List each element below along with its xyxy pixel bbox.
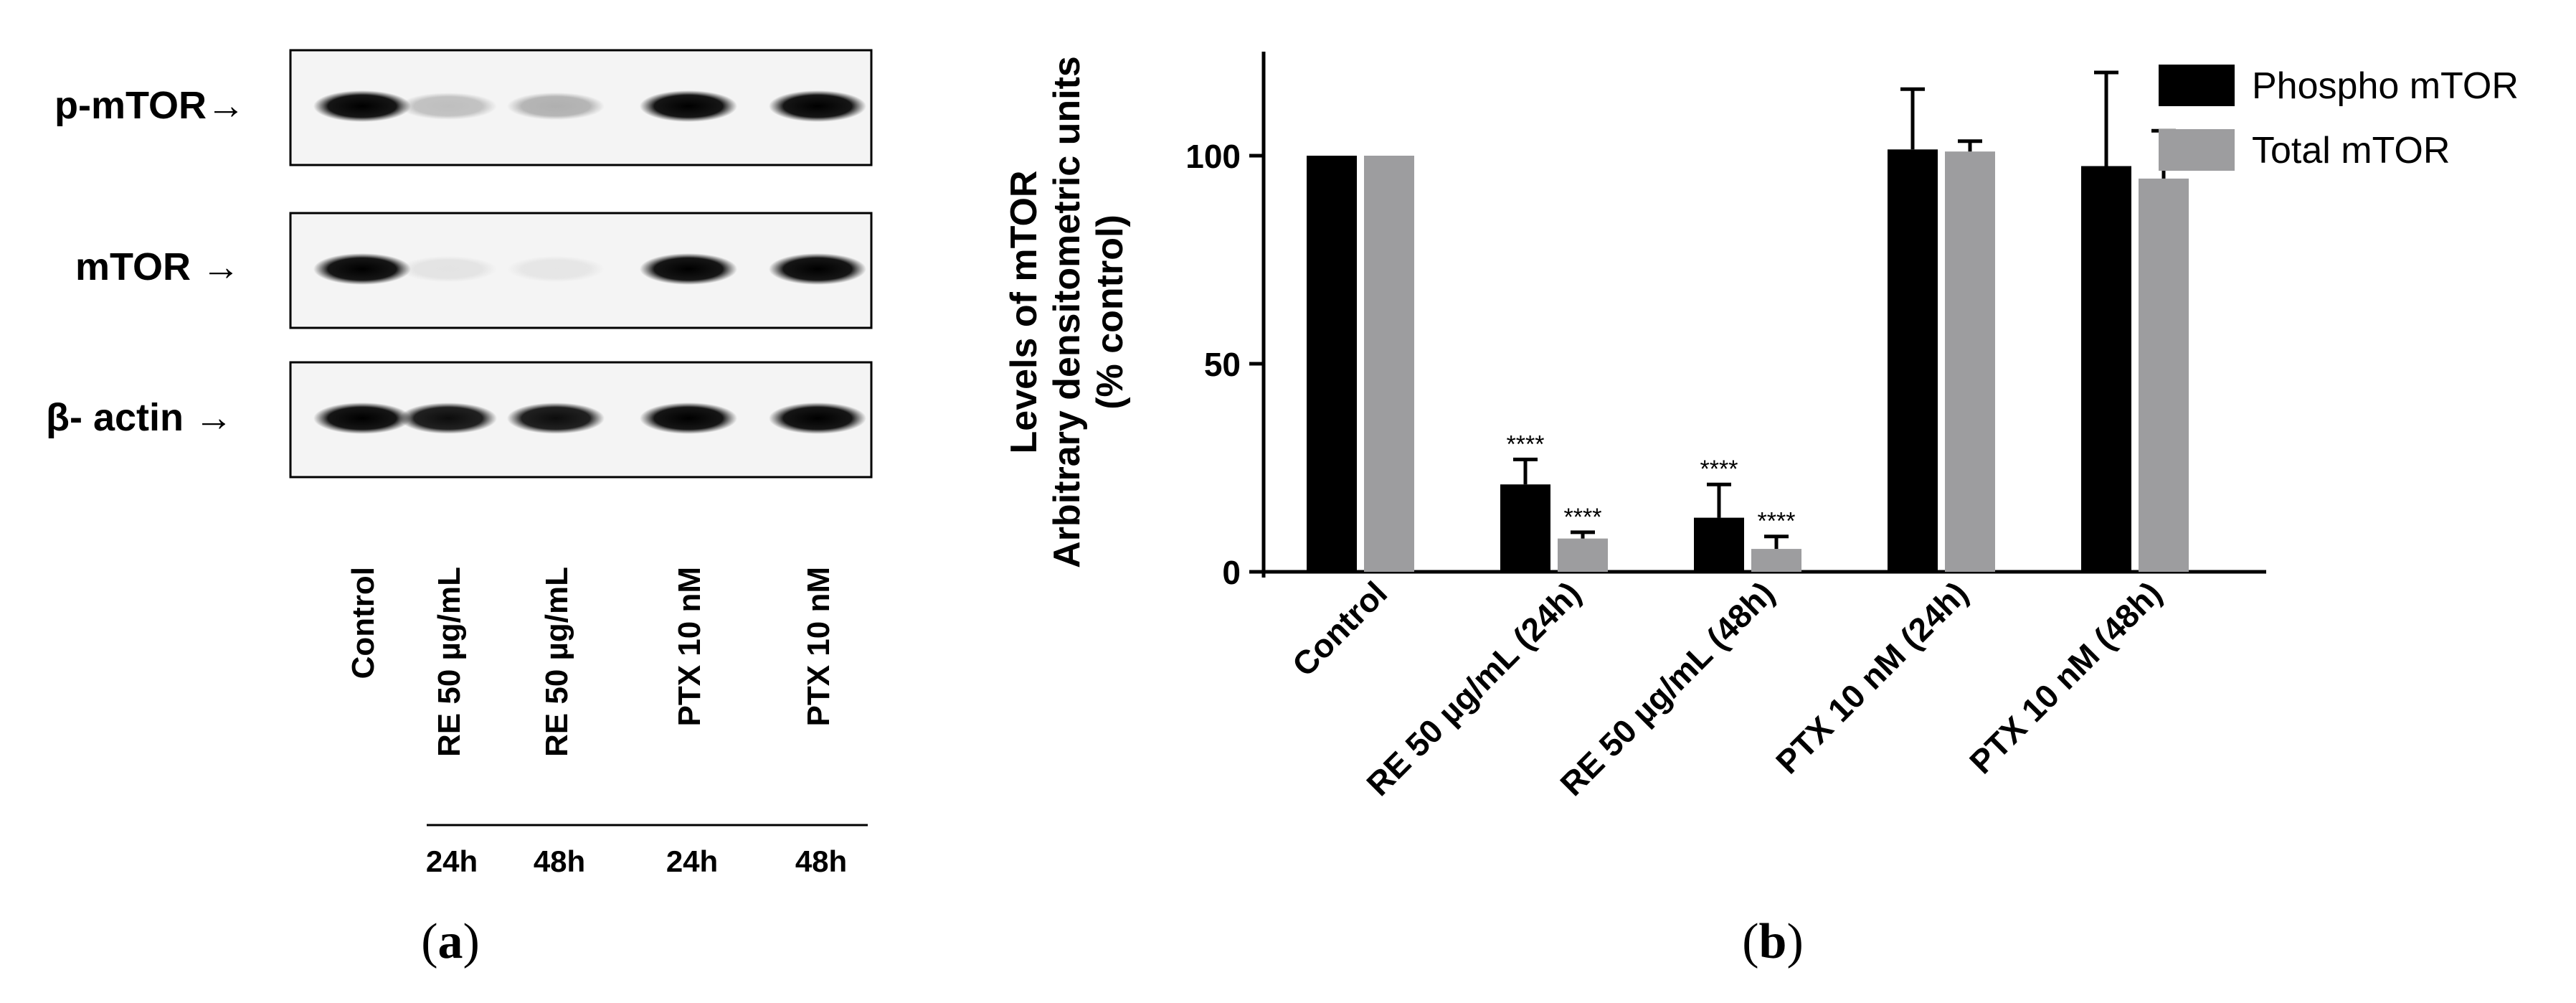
y-axis-title-line: Levels of mTOR	[1003, 171, 1045, 454]
panel-a-caption: (a)	[421, 914, 480, 969]
blot-band	[769, 402, 866, 434]
blot-row-label: β- actin →	[46, 396, 233, 439]
blot-band	[313, 90, 411, 122]
error-bar	[1764, 535, 1789, 550]
bar	[1694, 517, 1744, 572]
error-bar	[1958, 139, 1982, 152]
error-bars	[1513, 70, 2176, 550]
y-axis: 0 50 100	[1185, 52, 1266, 591]
significance-label: ****	[1507, 430, 1545, 458]
bar	[2139, 178, 2189, 572]
panel-b-caption: (b)	[1742, 914, 1804, 969]
blot-band	[399, 93, 497, 120]
blot-lane-label: Control	[346, 567, 381, 679]
blot-row-labels: p-mTOR→ mTOR → β- actin →	[46, 84, 245, 439]
error-bar	[1513, 457, 1538, 485]
blot-band	[640, 402, 737, 434]
bars	[1307, 149, 2189, 573]
y-axis-title-line: (% control)	[1089, 215, 1131, 410]
blot-time-label: 24h	[426, 844, 478, 878]
legend-label: Phospho mTOR	[2252, 65, 2519, 107]
significance-labels: **** **** **** ****	[1507, 430, 1796, 535]
blot-time-label: 48h	[795, 844, 847, 878]
blot-strip	[289, 49, 873, 166]
significance-label: ****	[1700, 456, 1738, 483]
y-tick-label: 100	[1185, 138, 1241, 175]
x-tick-label: RE 50 µg/mL (24h)	[1359, 574, 1588, 803]
y-tick-label: 50	[1204, 346, 1241, 383]
bar	[1751, 549, 1801, 572]
error-bar	[1900, 87, 1925, 150]
y-tick-label: 0	[1222, 554, 1241, 591]
bar	[1364, 156, 1414, 572]
legend-item: Phospho mTOR	[2159, 65, 2519, 107]
significance-label: ****	[1758, 508, 1796, 535]
blot-lane-label: PTX 10 nM	[672, 567, 707, 727]
blot-band	[507, 92, 605, 121]
bar	[2081, 166, 2131, 572]
blot-strips	[289, 49, 873, 479]
legend-item: Total mTOR	[2159, 129, 2450, 171]
blot-row-label: mTOR →	[75, 245, 240, 288]
bar	[1307, 156, 1357, 572]
blot-time-labels: 24h 48h 24h 48h	[426, 844, 847, 878]
blot-lane-labels: Control RE 50 µg/mL RE 50 µg/mL PTX 10 nM PT…	[346, 567, 836, 757]
chart-panel: Levels of mTOR Arbitrary densitometric un…	[1003, 52, 2519, 969]
x-tick-label: RE 50 µg/mL (48h)	[1553, 574, 1781, 803]
legend-label: Total mTOR	[2252, 130, 2450, 171]
bar	[1888, 149, 1938, 573]
error-bar	[1571, 530, 1595, 539]
blot-time-label: 48h	[534, 844, 585, 878]
blot-band	[507, 402, 605, 434]
error-bar	[1707, 482, 1731, 518]
blot-band	[640, 253, 737, 285]
legend-swatch	[2159, 129, 2235, 171]
blot-band	[399, 255, 497, 283]
y-axis-title: Levels of mTOR Arbitrary densitometric un…	[1003, 56, 1131, 568]
blot-lane-label: PTX 10 nM	[801, 567, 836, 727]
y-axis-title-line: Arbitrary densitometric units	[1046, 56, 1088, 568]
bar	[1500, 484, 1550, 572]
blot-band	[507, 255, 605, 283]
significance-label: ****	[1564, 504, 1602, 531]
blot-strip	[289, 361, 873, 479]
blot-row-label: p-mTOR→	[55, 84, 245, 127]
x-tick-label: PTX 10 nM (48h)	[1962, 574, 2169, 781]
blot-lane-label: RE 50 µg/mL	[432, 567, 467, 757]
blot-lane-label: RE 50 µg/mL	[539, 567, 574, 757]
legend: Phospho mTOR Total mTOR	[2159, 65, 2519, 171]
blot-band	[769, 253, 866, 285]
bar	[1558, 538, 1608, 572]
blot-band	[399, 402, 497, 434]
error-bar	[2094, 70, 2118, 166]
x-tick-label: PTX 10 nM (24h)	[1768, 574, 1975, 781]
x-tick-label: Control	[1285, 574, 1394, 683]
blot-panel: p-mTOR→ mTOR → β- actin → Control RE 50 µg/…	[46, 49, 873, 969]
blot-band	[313, 402, 411, 434]
blot-band	[769, 90, 866, 122]
blot-strip	[289, 212, 873, 329]
blot-band	[640, 90, 737, 122]
blot-band	[313, 253, 411, 285]
legend-swatch	[2159, 65, 2235, 106]
blot-time-label: 24h	[666, 844, 718, 878]
bar	[1945, 151, 1995, 572]
